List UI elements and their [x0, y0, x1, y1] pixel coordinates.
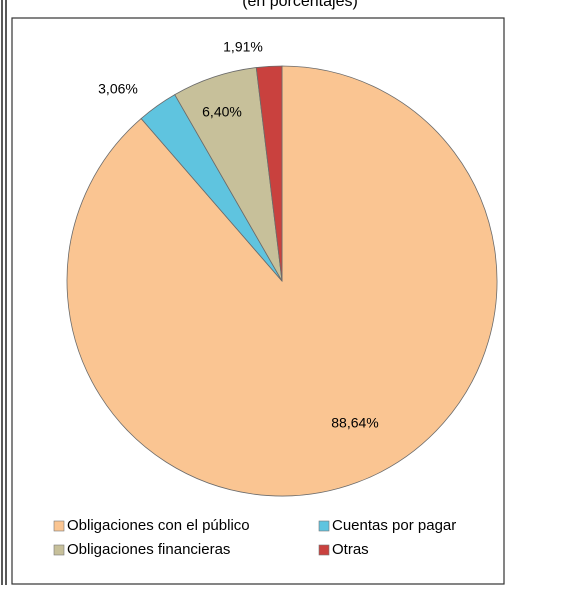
legend-label: Otras	[332, 541, 369, 558]
data-label: 6,40%	[202, 104, 242, 120]
legend-swatch	[53, 544, 65, 556]
legend-label: Cuentas por pagar	[332, 517, 456, 534]
data-label: 3,06%	[98, 81, 138, 97]
legend-swatch	[318, 520, 330, 532]
data-label: 1,91%	[223, 39, 263, 55]
legend-label: Obligaciones con el público	[67, 517, 250, 534]
legend-label: Obligaciones financieras	[67, 541, 230, 558]
chart-subtitle: (en porcentajes)	[242, 0, 358, 10]
legend-swatch	[318, 544, 330, 556]
pie-slice	[255, 65, 283, 282]
data-label: 88,64%	[331, 415, 378, 431]
legend-swatch	[53, 520, 65, 532]
